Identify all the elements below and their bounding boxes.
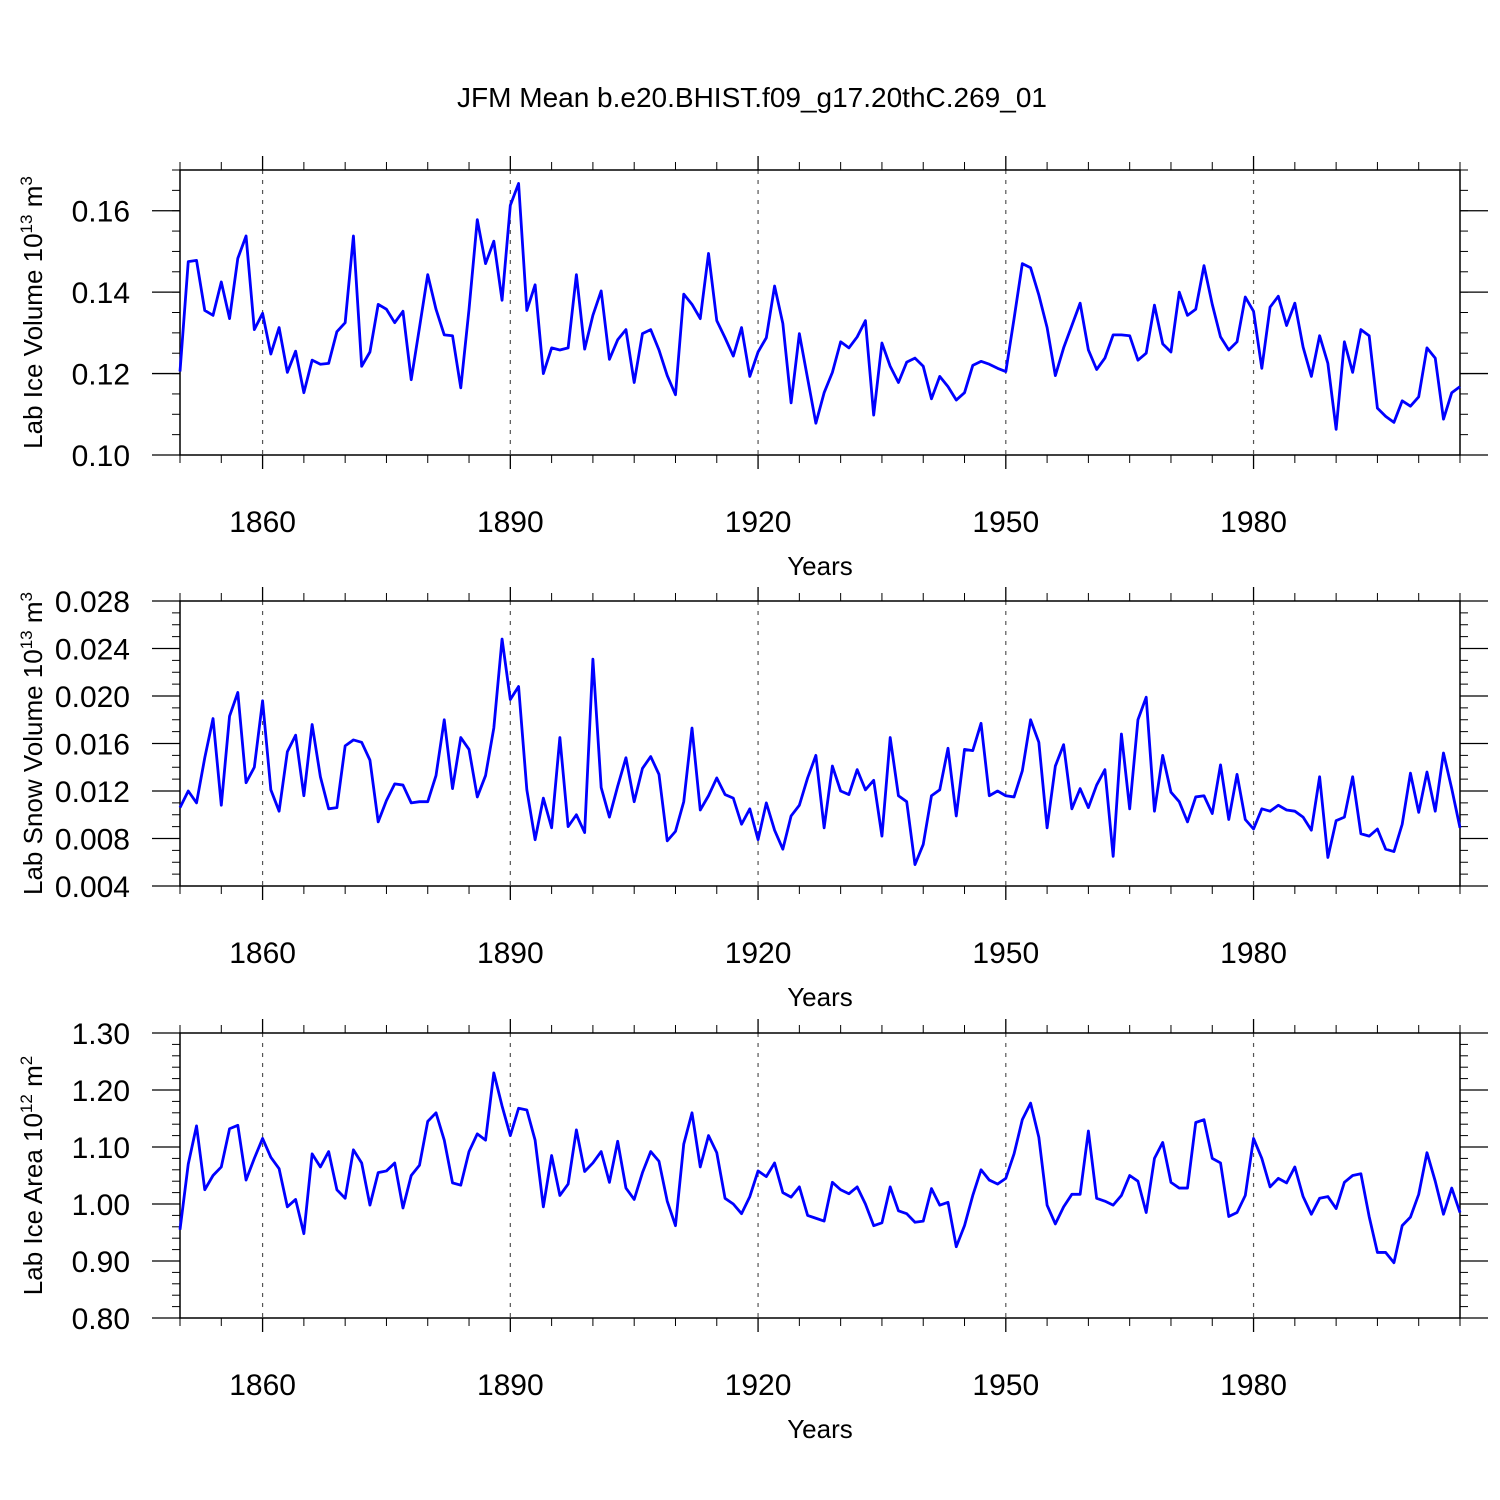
y-tick-label: 0.004 <box>55 871 130 904</box>
x-tick-label: 1980 <box>1220 937 1287 970</box>
y-tick-label: 0.012 <box>55 776 130 809</box>
y-tick-label: 0.12 <box>72 359 130 392</box>
x-tick-label: 1950 <box>972 1369 1039 1402</box>
x-tick-label: 1980 <box>1220 506 1287 539</box>
x-tick-label: 1890 <box>477 1369 544 1402</box>
x-tick-label: 1920 <box>725 1369 792 1402</box>
chart-title: JFM Mean b.e20.BHIST.f09_g17.20thC.269_0… <box>457 82 1047 113</box>
y-tick-label: 1.10 <box>72 1132 130 1165</box>
y-axis-label: Lab Ice Area 1012 m2 <box>17 1056 48 1295</box>
x-tick-label: 1920 <box>725 937 792 970</box>
y-tick-label: 0.020 <box>55 681 130 714</box>
data-series-line <box>178 182 1461 431</box>
y-tick-label: 0.90 <box>72 1246 130 1279</box>
y-tick-label: 1.00 <box>72 1189 130 1222</box>
y-tick-label: 1.20 <box>72 1075 130 1108</box>
panel-3: 1860 1890 1920 1950 1980 0.80 0.90 1.00 1.10 1.20… <box>17 1018 1488 1444</box>
x-tick-label: 1950 <box>972 506 1039 539</box>
x-tick-label: 1860 <box>229 1369 296 1402</box>
data-series-line <box>178 1071 1462 1265</box>
plot-frame <box>179 1032 1461 1319</box>
y-tick-label: 1.30 <box>72 1018 130 1051</box>
panel-1: 1860 1890 1920 1950 1980 0.10 0.12 0.14 0.16 Lab … <box>17 156 1488 581</box>
x-tick-label: 1890 <box>477 506 544 539</box>
x-axis-label: Years <box>787 982 853 1012</box>
x-tick-label: 1920 <box>725 506 792 539</box>
y-tick-label: 0.028 <box>55 586 130 619</box>
y-tick-label: 0.024 <box>55 634 130 667</box>
x-axis-label: Years <box>787 551 853 581</box>
x-tick-label: 1860 <box>229 506 296 539</box>
y-tick-label: 0.14 <box>72 277 130 310</box>
y-tick-label: 0.80 <box>72 1303 130 1336</box>
x-tick-label: 1860 <box>229 937 296 970</box>
y-axis-label: Lab Ice Volume 1013 m3 <box>17 176 48 449</box>
plot-frame <box>179 600 1461 887</box>
data-series-line <box>178 637 1462 867</box>
y-tick-label: 0.008 <box>55 824 130 857</box>
y-tick-label: 0.16 <box>72 196 130 229</box>
y-tick-label: 0.016 <box>55 729 130 762</box>
y-axis-label: Lab Snow Volume 1013 m3 <box>17 592 48 895</box>
x-tick-label: 1890 <box>477 937 544 970</box>
x-tick-label: 1980 <box>1220 1369 1287 1402</box>
x-tick-label: 1950 <box>972 937 1039 970</box>
x-axis-label: Years <box>787 1414 853 1444</box>
panel-2: 1860 1890 1920 1950 1980 0.004 0.008 0.012 0.016… <box>17 586 1488 1012</box>
y-tick-label: 0.10 <box>72 440 130 473</box>
